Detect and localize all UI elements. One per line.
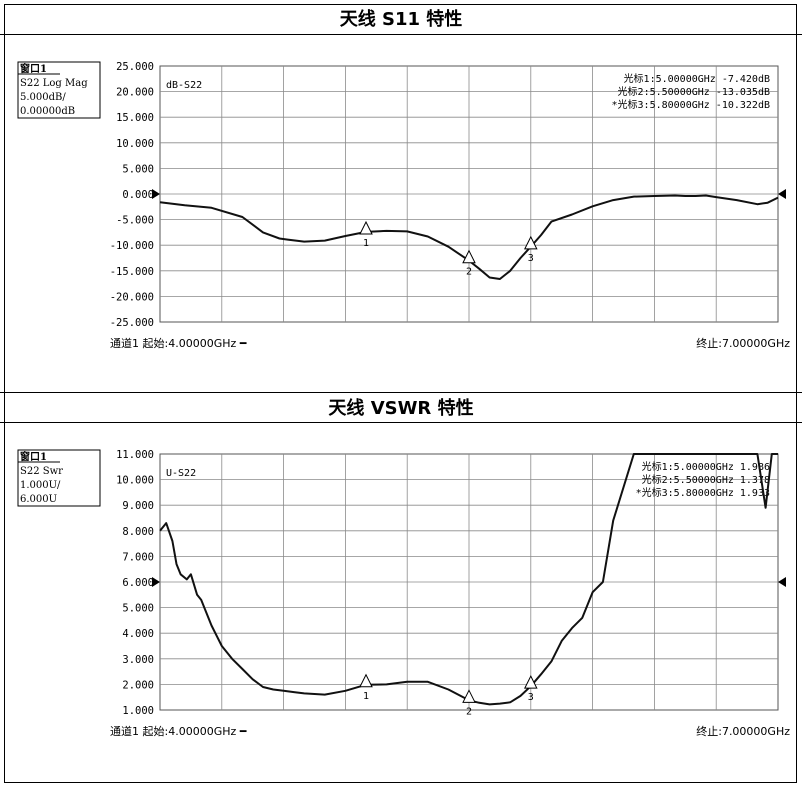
reference-right-marker <box>778 577 786 587</box>
figure-frame <box>4 4 797 783</box>
footer-start: 通道1 起始:4.00000GHz ━ <box>110 336 247 350</box>
y-tick-label: 0.000 <box>122 189 154 201</box>
marker-readout: 光标1:5.00000GHz 1.986 <box>642 460 770 473</box>
y-tick-label: 5.000 <box>122 163 154 175</box>
marker-readout: *光标3:5.80000GHz -10.322dB <box>612 98 770 111</box>
marker-label: 1 <box>363 691 369 702</box>
footer-stop: 终止:7.00000GHz <box>696 336 790 350</box>
y-tick-label: 2.000 <box>122 679 154 691</box>
footer-start: 通道1 起始:4.00000GHz ━ <box>110 724 247 738</box>
s11-title: 天线 S11 特性 <box>0 4 802 35</box>
marker-label: 1 <box>363 238 369 249</box>
y-tick-label: -25.000 <box>110 317 154 329</box>
y-tick-label: 5.000 <box>122 603 154 615</box>
marker-triangle <box>462 249 476 264</box>
y-tick-label: 15.000 <box>116 112 154 124</box>
window-info-line: 5.000dB/ <box>20 92 66 103</box>
trace-label: U-S22 <box>166 468 196 479</box>
marker-label: 2 <box>466 706 472 717</box>
reference-left-marker <box>152 189 160 199</box>
marker-triangle <box>359 220 373 235</box>
marker-label: 3 <box>528 692 534 703</box>
marker-readout: 光标2:5.50000GHz -13.035dB <box>618 85 770 98</box>
y-tick-label: 4.000 <box>122 628 154 640</box>
y-tick-label: -5.000 <box>116 215 154 227</box>
y-tick-label: -10.000 <box>110 240 154 252</box>
reference-right-marker <box>778 189 786 199</box>
y-tick-label: 11.000 <box>116 449 154 461</box>
s11-chart: 25.000 20.000 15.000 10.000 5.000 0.000 -5.000… <box>17 61 790 350</box>
window-info-box <box>17 61 101 119</box>
y-tick-label: -15.000 <box>110 266 154 278</box>
window-info-box <box>17 449 101 507</box>
trace-label: dB-S22 <box>166 80 202 91</box>
marker-triangle <box>359 673 373 688</box>
y-tick-label: 6.000 <box>122 577 154 589</box>
vswr-chart: 11.00010.0009.0008.0007.0006.0005.0004.0… <box>17 449 790 738</box>
footer-stop: 终止:7.00000GHz <box>696 724 790 738</box>
y-tick-label: 1.000 <box>122 705 154 717</box>
y-tick-label: 25.000 <box>116 61 154 73</box>
window-info-line: 窗口1 <box>20 62 47 75</box>
series-line <box>159 453 778 706</box>
window-info-line: 6.000U <box>20 494 57 505</box>
window-info-line: 0.00000dB <box>20 106 75 117</box>
marker-triangle <box>523 674 538 689</box>
y-tick-label: 3.000 <box>122 654 154 666</box>
marker-readout: *光标3:5.80000GHz 1.933 <box>636 486 770 499</box>
series-line <box>159 194 779 280</box>
y-tick-label: 10.000 <box>116 138 154 150</box>
window-info-line: 窗口1 <box>20 450 47 463</box>
y-tick-label: 7.000 <box>122 551 154 563</box>
marker-readout: 光标2:5.50000GHz 1.378 <box>642 473 770 486</box>
window-info-line: 1.000U/ <box>20 480 61 491</box>
y-tick-label: 8.000 <box>122 526 154 538</box>
y-tick-label: 9.000 <box>122 500 154 512</box>
marker-label: 2 <box>466 267 472 278</box>
marker-triangle <box>462 689 476 703</box>
y-tick-label: 10.000 <box>116 475 154 487</box>
y-tick-label: -20.000 <box>110 291 154 303</box>
window-info-line: S22 Log Mag <box>20 78 88 89</box>
vswr-title: 天线 VSWR 特性 <box>0 392 802 423</box>
window-info-line: S22 Swr <box>20 466 63 477</box>
marker-label: 3 <box>528 253 534 264</box>
y-tick-label: 20.000 <box>116 87 154 99</box>
marker-readout: 光标1:5.00000GHz -7.420dB <box>624 72 770 85</box>
marker-triangle <box>523 235 538 250</box>
reference-left-marker <box>152 577 160 587</box>
